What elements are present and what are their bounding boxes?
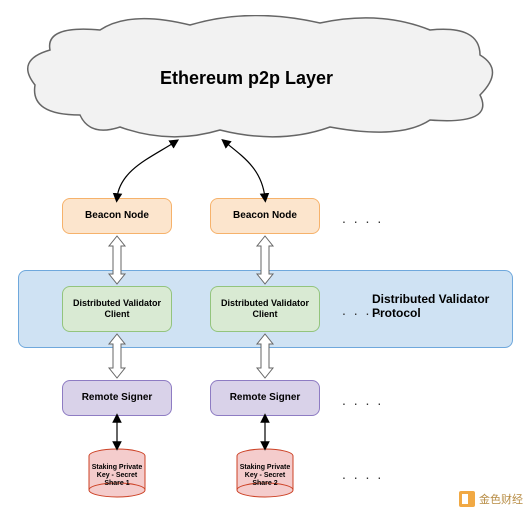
block-arrow-1	[257, 236, 273, 284]
watermark: 金色财经	[459, 491, 523, 507]
block-arrow-2	[109, 334, 125, 378]
watermark-text: 金色财经	[479, 491, 523, 507]
watermark-icon	[459, 491, 475, 507]
connectors-svg	[0, 0, 529, 513]
diagram-canvas: Ethereum p2p Layer Distributed Validator…	[0, 0, 529, 513]
block-arrow-3	[257, 334, 273, 378]
block-arrow-0	[109, 236, 125, 284]
